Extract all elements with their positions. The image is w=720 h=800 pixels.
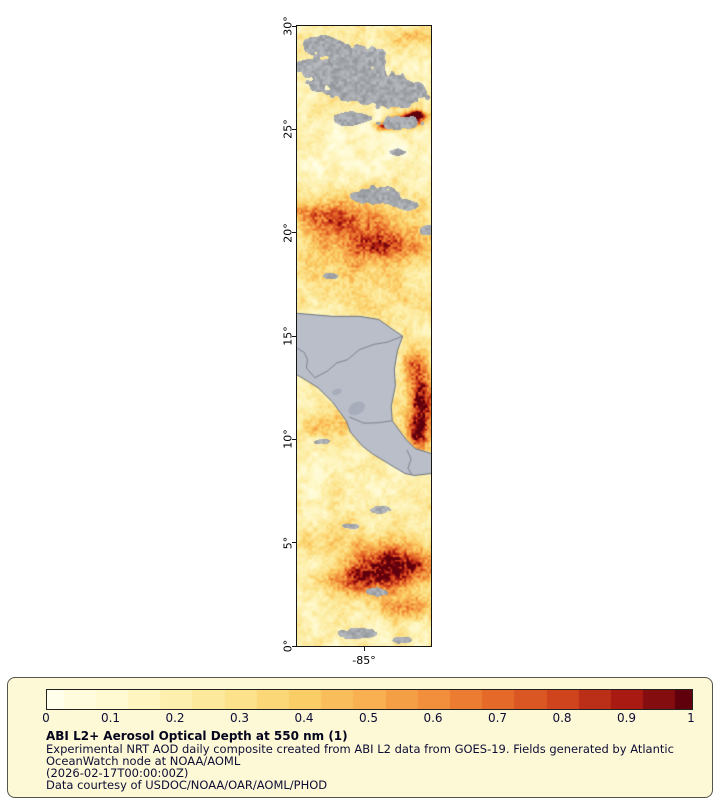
colorbar-tick-label: 0 [42,711,50,725]
legend-description-line-2: OceanWatch node at NOAA/AOML [46,754,241,768]
x-axis-tick-mark [364,646,365,651]
legend-credit: Data courtesy of USDOC/NOAA/OAR/AOML/PHO… [46,778,328,792]
y-axis-tick-mark [292,128,297,130]
legend-title: ABI L2+ Aerosol Optical Depth at 550 nm … [46,729,348,743]
legend-description-line-1: Experimental NRT AOD daily composite cre… [46,742,674,756]
colorbar-tick-label: 1 [687,711,695,725]
aod-map-canvas [297,26,431,646]
map-frame: 30° 25° 20° 15° 10° 5° 0° -85° [282,16,432,667]
colorbar-tick-label: 0.8 [552,711,572,725]
colorbar [46,689,693,710]
y-axis-tick-mark [292,645,297,647]
colorbar-tick-label: 0.1 [100,711,121,725]
y-axis-tick-mark [292,438,297,440]
y-axis-tick-mark [292,542,297,544]
x-axis-tick-label: -85° [352,654,376,667]
legend-text-block: ABI L2+ Aerosol Optical Depth at 550 nm … [46,729,674,792]
y-axis-tick-mark [292,25,297,27]
y-axis-tick-mark [292,232,297,234]
colorbar-tick-label: 0.9 [616,711,637,725]
colorbar-tick-label: 0.3 [229,711,250,725]
colorbar-tick-label: 0.6 [423,711,443,725]
colorbar-tick-labels: 0 0.1 0.2 0.3 0.4 0.5 0.6 0.7 0.8 0.9 1 [8,678,712,797]
colorbar-tick-label: 0.2 [165,711,185,725]
y-axis-tick-mark [292,335,297,337]
legend-panel: 0 0.1 0.2 0.3 0.4 0.5 0.6 0.7 0.8 0.9 1 ABI L2+ Ae… [7,677,713,798]
colorbar-tick-label: 0.5 [358,711,379,725]
legend-timestamp: (2026-02-17T00:00:00Z) [46,766,189,780]
colorbar-tick-label: 0.7 [487,711,508,725]
colorbar-tick-label: 0.4 [294,711,314,725]
